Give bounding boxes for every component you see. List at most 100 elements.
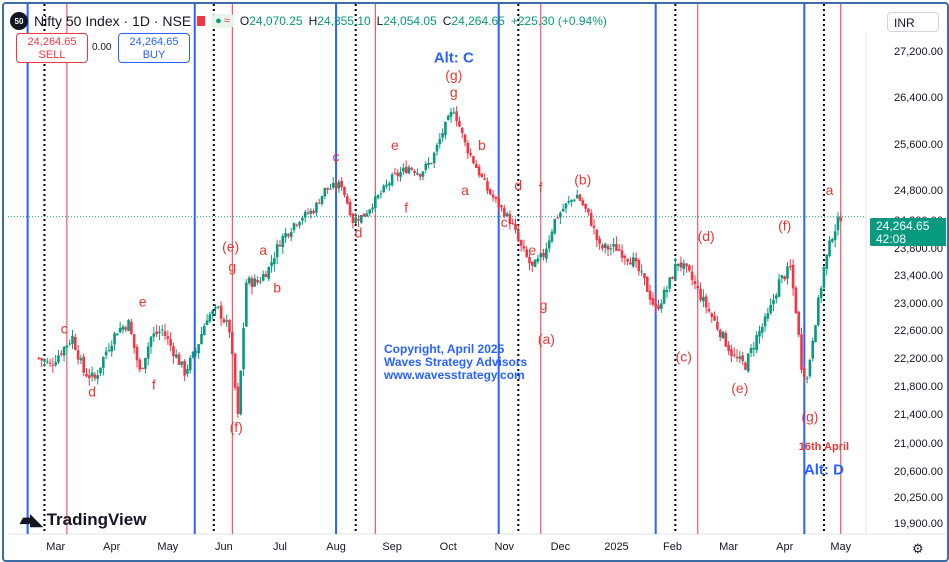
candle-body (194, 351, 198, 353)
candle-body (418, 173, 422, 177)
candle-body (396, 172, 400, 177)
x-tick-label: May (830, 541, 851, 553)
candle-body (707, 308, 711, 312)
candle-body (494, 196, 498, 199)
brand-name: TradingView (46, 510, 147, 529)
candle-body (620, 250, 624, 258)
candle-body (331, 182, 335, 188)
candle-body (365, 213, 369, 217)
candle-body (374, 196, 377, 209)
x-tick-label: May (157, 541, 178, 553)
wave-label: (c) (676, 349, 692, 365)
candle-body (73, 337, 77, 350)
candle-body (446, 116, 450, 121)
buy-label: BUY (142, 49, 166, 61)
candle-body (85, 373, 88, 377)
candle-body (460, 127, 464, 133)
copyright-watermark: Waves Strategy Advisors (384, 355, 527, 369)
candle-body (640, 271, 643, 273)
candle-body (264, 274, 268, 278)
candle-body (166, 336, 170, 339)
candle-body (637, 259, 641, 272)
flag-icon[interactable] (197, 16, 206, 26)
settings-gear-icon[interactable]: ⚙ (912, 541, 924, 556)
candle-body (82, 356, 86, 373)
candle-body (233, 353, 237, 388)
sell-button[interactable]: 24,264.65 SELL (16, 33, 88, 63)
candle-body (690, 271, 694, 281)
candle-body (676, 263, 680, 266)
candle-body (718, 329, 722, 338)
candle-body (517, 231, 520, 241)
candle-body (567, 201, 571, 203)
candle-body (735, 356, 739, 359)
candle-body (626, 259, 629, 262)
x-tick-label: Nov (495, 541, 515, 553)
candle-body (463, 134, 467, 143)
x-tick-label: Jul (273, 541, 287, 553)
y-tick-label: 22,200.00 (894, 353, 943, 365)
candle-body (772, 299, 775, 305)
candle-body (174, 354, 178, 358)
candle-body (253, 278, 257, 287)
candle-body (315, 202, 318, 213)
candle-body (486, 181, 489, 191)
tradingview-logo[interactable]: ▰◣ TradingView (20, 510, 146, 530)
candle-body (124, 327, 128, 330)
candle-body (595, 229, 599, 241)
candle-body (40, 358, 43, 361)
candle-body (435, 144, 439, 152)
candle-body (43, 360, 46, 362)
candle-body (589, 213, 593, 226)
close-value: 24,264.65 (451, 14, 505, 28)
candle-body (665, 289, 669, 292)
symbol-title[interactable]: Nifty 50 Index · 1D · NSE (34, 13, 192, 29)
candle-body (407, 167, 411, 174)
candle-body (483, 178, 486, 180)
wave-label: 16th April (799, 441, 849, 453)
candle-body (188, 357, 192, 371)
candle-body (410, 168, 414, 170)
candle-body (615, 244, 618, 251)
candle-body (606, 245, 610, 250)
candle-body (643, 273, 646, 279)
buy-button[interactable]: 24,264.65 BUY (118, 33, 190, 63)
indicator-pill[interactable]: ● ≈ (211, 14, 234, 28)
candle-body (301, 218, 304, 221)
open-label: O (239, 14, 250, 28)
candle-body (766, 313, 770, 319)
candle-body (130, 321, 133, 334)
wave-label: (g) (801, 408, 818, 424)
candle-body (222, 319, 226, 323)
candle-body (116, 333, 119, 336)
candle-body (343, 186, 346, 195)
price-chart[interactable]: 19,900.00 20,250.00 20,600.00 21,000.00 21,4… (4, 4, 947, 560)
candle-body (458, 121, 461, 127)
candle-body (783, 276, 786, 280)
candle-body (247, 277, 251, 284)
x-tick-label: Aug (326, 541, 346, 553)
candle-body (833, 231, 837, 240)
candle-body (612, 244, 615, 247)
candle-body (839, 217, 843, 221)
candle-body (514, 223, 517, 231)
currency-selector[interactable]: INR (887, 12, 939, 32)
candle-body (466, 143, 470, 154)
y-tick-label: 21,000.00 (894, 438, 943, 450)
candle-body (79, 358, 83, 361)
spread-value: 0.00 (92, 42, 112, 53)
wave-label: b (478, 137, 486, 153)
candle-body (413, 170, 416, 174)
candle-body (474, 163, 478, 168)
wave-icon: ≈ (223, 15, 230, 27)
candle-body (550, 231, 554, 242)
candle-body (197, 344, 200, 354)
last-price: 24,264.65 (876, 219, 930, 233)
candle-body (303, 211, 307, 218)
x-tick-label: Mar (46, 541, 65, 553)
y-tick-label: 23,800.00 (894, 243, 943, 255)
y-tick-label: 23,000.00 (894, 298, 943, 310)
x-tick-label: Feb (663, 541, 682, 553)
candle-body (430, 162, 433, 164)
wave-label: Alt: D (804, 462, 844, 479)
